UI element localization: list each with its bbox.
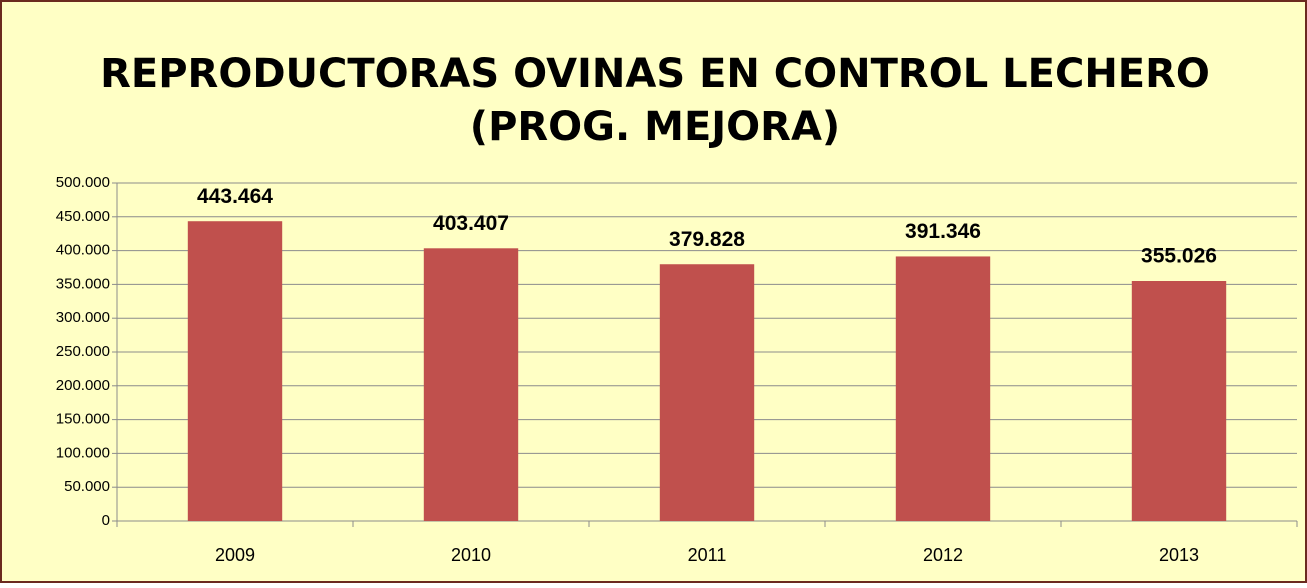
bar — [1131, 281, 1227, 521]
y-tick-label: 350.000 — [56, 275, 110, 292]
x-tick-label: 2013 — [1159, 545, 1199, 565]
y-tick-label: 300.000 — [56, 309, 110, 326]
chart-title: (PROG. MEJORA) — [470, 104, 840, 150]
x-tick-label: 2009 — [215, 545, 255, 565]
y-tick-label: 200.000 — [56, 377, 110, 394]
y-tick-label: 0 — [102, 512, 110, 529]
data-label: 355.026 — [1141, 245, 1217, 268]
bar — [659, 264, 755, 521]
data-label: 403.407 — [433, 212, 509, 235]
y-tick-label: 50.000 — [64, 478, 110, 495]
y-tick-label: 500.000 — [56, 174, 110, 191]
x-tick-label: 2012 — [923, 545, 963, 565]
y-tick-label: 450.000 — [56, 208, 110, 225]
bar — [423, 248, 519, 521]
y-tick-label: 150.000 — [56, 411, 110, 428]
data-label: 443.464 — [197, 185, 273, 208]
data-label: 379.828 — [669, 228, 745, 251]
bar — [187, 221, 283, 522]
bar — [895, 256, 991, 521]
y-tick-label: 400.000 — [56, 242, 110, 259]
chart-title: REPRODUCTORAS OVINAS EN CONTROL LECHERO — [100, 51, 1210, 97]
data-label: 391.346 — [905, 220, 981, 243]
x-tick-label: 2011 — [688, 545, 727, 565]
y-tick-label: 100.000 — [56, 444, 110, 461]
y-tick-label: 250.000 — [56, 343, 110, 360]
x-tick-label: 2010 — [451, 545, 491, 565]
